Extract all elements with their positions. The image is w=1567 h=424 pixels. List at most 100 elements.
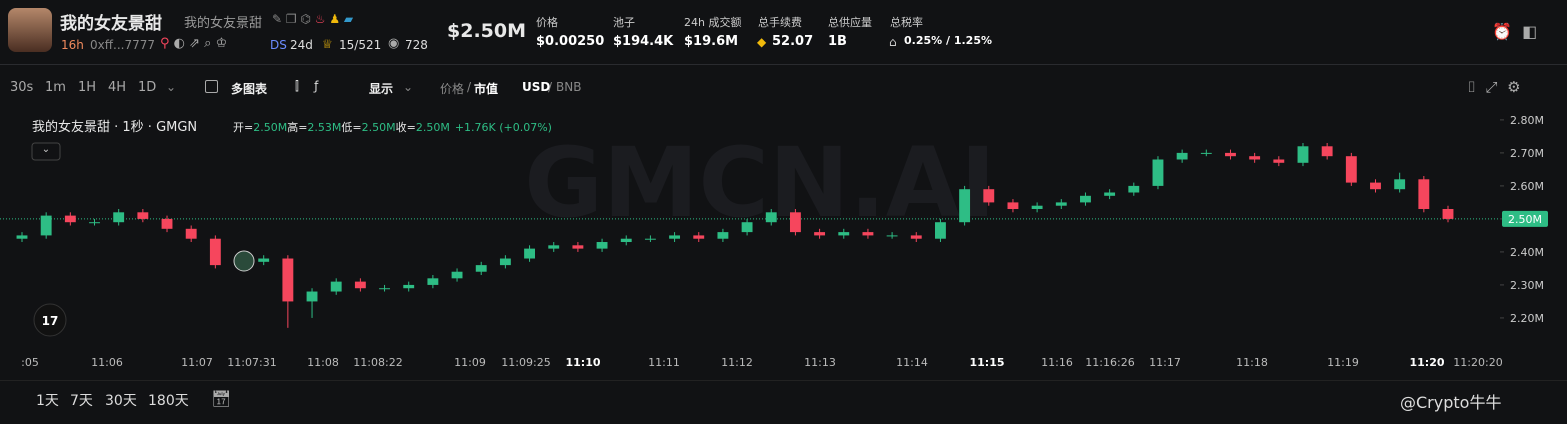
candle-body [1345,156,1357,183]
x-tick-label: 11:10 [565,356,600,369]
candle-body [693,235,705,239]
legend-open-label: 开= [233,121,253,134]
chevron[interactable]: ⌄ [166,80,177,94]
candle-body [548,245,560,249]
y-tick-label: 2.80M [1510,114,1544,127]
legend-low-label: 低= [341,121,361,134]
interval[interactable]: 30s [10,80,34,95]
legend-close-label: 收= [396,120,416,134]
tool-icons[interactable]: ⚲ ◐ ⇗ ⌕ ♔ [160,36,228,51]
candle-body [403,284,415,289]
candle-body [113,212,125,223]
ds-age: 24d [290,38,313,52]
candle-body [1128,185,1140,193]
candle-body [161,218,173,229]
y-tick-label: 2.40M [1510,246,1544,259]
candle-body [1104,192,1116,196]
bnb-icon: ◆ [757,35,767,49]
interval[interactable]: 1D [138,80,157,95]
chart-tools[interactable]: ⌷ ⤢ ⚙ [1467,78,1521,96]
x-tick-label: 11:11 [648,356,680,369]
indicator-icons[interactable]: ⫿ ƒ [295,79,319,93]
legend-high: 2.53M [307,121,341,134]
candle-body [838,232,850,236]
stat-value: $0.00250 [536,34,605,49]
last-price-box [1502,210,1548,227]
ohlc-legend: 开=2.50M高=2.53M低=2.50M收=2.50M +1.76K (+0.0… [233,120,552,134]
candle-body [330,281,342,292]
multi-chart[interactable]: 多图表 [231,82,268,96]
range[interactable]: 7天 [70,393,93,409]
candle-body [1225,152,1236,157]
price-toggle[interactable]: 价格 [440,82,465,96]
legend-close: 2.50M [416,121,450,134]
candle-body [717,232,729,239]
candle-body [1370,182,1381,190]
y-tick-label: 2.70M [1510,147,1544,160]
candle-body [741,222,753,233]
candle-body [185,228,197,239]
candle-body [1152,159,1164,186]
stat-label: 总手续费 [758,16,802,29]
holders: 15/521 [339,38,382,52]
usd-toggle[interactable]: USD [522,80,551,94]
interval[interactable]: 1H [78,80,97,95]
views: 728 [405,38,428,52]
x-tick-label: 11:18 [1236,356,1268,369]
icons[interactable]: ✎ ❐ ⌬ ♨ ♟ ▰ [272,12,354,26]
x-tick-label: 11:07 [181,356,213,369]
candle-body [524,248,535,259]
candle-body [1249,156,1261,160]
candle-body [379,288,390,290]
x-tick-label: 11:15 [969,356,1004,369]
candle-body [64,215,76,223]
candle-body [669,235,681,239]
range[interactable]: 1天 [36,393,59,409]
candle-body [765,212,777,223]
candle-body [1080,195,1091,203]
display[interactable]: 显示 [369,82,394,96]
last-price-label: 2.50M [1508,213,1542,226]
chevron[interactable]: ⌄ [403,80,414,94]
range[interactable]: 180天 [148,393,189,409]
mcap-toggle[interactable]: 市值 [474,82,499,96]
candle-body [1442,209,1454,219]
candle-body [282,258,294,302]
stat-label: 24h 成交额 [684,16,742,29]
candle-body [1031,205,1043,210]
token-name: 我的女友景甜 [60,14,162,34]
chevron: ⌄ [42,144,50,155]
checkbox[interactable] [205,80,218,93]
stat-label: 总供应量 [828,16,872,29]
bnb-toggle[interactable]: BNB [556,80,582,94]
legend-open: 2.50M [253,121,287,134]
candle-body [40,215,52,236]
header-buttons[interactable]: ⏰ ◧ [1492,22,1538,41]
candle-body [306,291,318,302]
stat-value: 52.07 [772,34,814,49]
candle-body [1200,152,1212,154]
tax-icon: ⌂ [889,35,897,49]
candle-body [475,265,487,272]
candle-body [935,222,946,239]
x-tick-label: 11:08:22 [353,356,402,369]
candle-body [1176,152,1188,160]
avatar [8,8,52,52]
interval[interactable]: 4H [108,80,127,95]
candle-body [886,235,898,237]
age: 16h [61,38,84,52]
tv-logo [33,303,67,337]
separator: / [548,80,553,94]
address[interactable]: 0xff...7777 [90,38,155,52]
tv-logo-text: 17 [42,314,59,328]
calendar-icon[interactable]: 📅︎ [211,389,232,408]
candle-body [1394,179,1406,190]
ds: DS [270,38,287,52]
x-tick-label: 11:14 [896,356,928,369]
chart-title: 我的女友景甜 · 1秒 · GMGN [32,119,197,135]
range[interactable]: 30天 [105,393,137,409]
candle-body [814,232,826,236]
candle-body [1297,146,1309,163]
interval[interactable]: 1m [45,80,66,95]
